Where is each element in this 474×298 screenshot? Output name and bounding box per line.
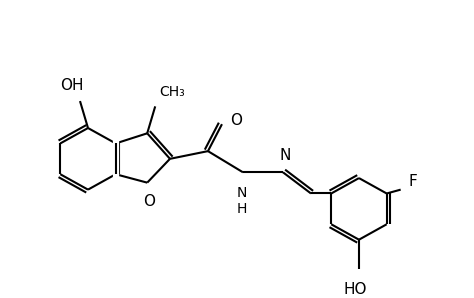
Text: N: N: [279, 148, 291, 163]
Text: O: O: [230, 113, 242, 128]
Text: F: F: [409, 174, 418, 190]
Text: HO: HO: [343, 282, 367, 297]
Text: CH₃: CH₃: [159, 85, 185, 99]
Text: O: O: [143, 194, 155, 209]
Text: OH: OH: [60, 78, 84, 93]
Text: N
H: N H: [237, 186, 247, 216]
